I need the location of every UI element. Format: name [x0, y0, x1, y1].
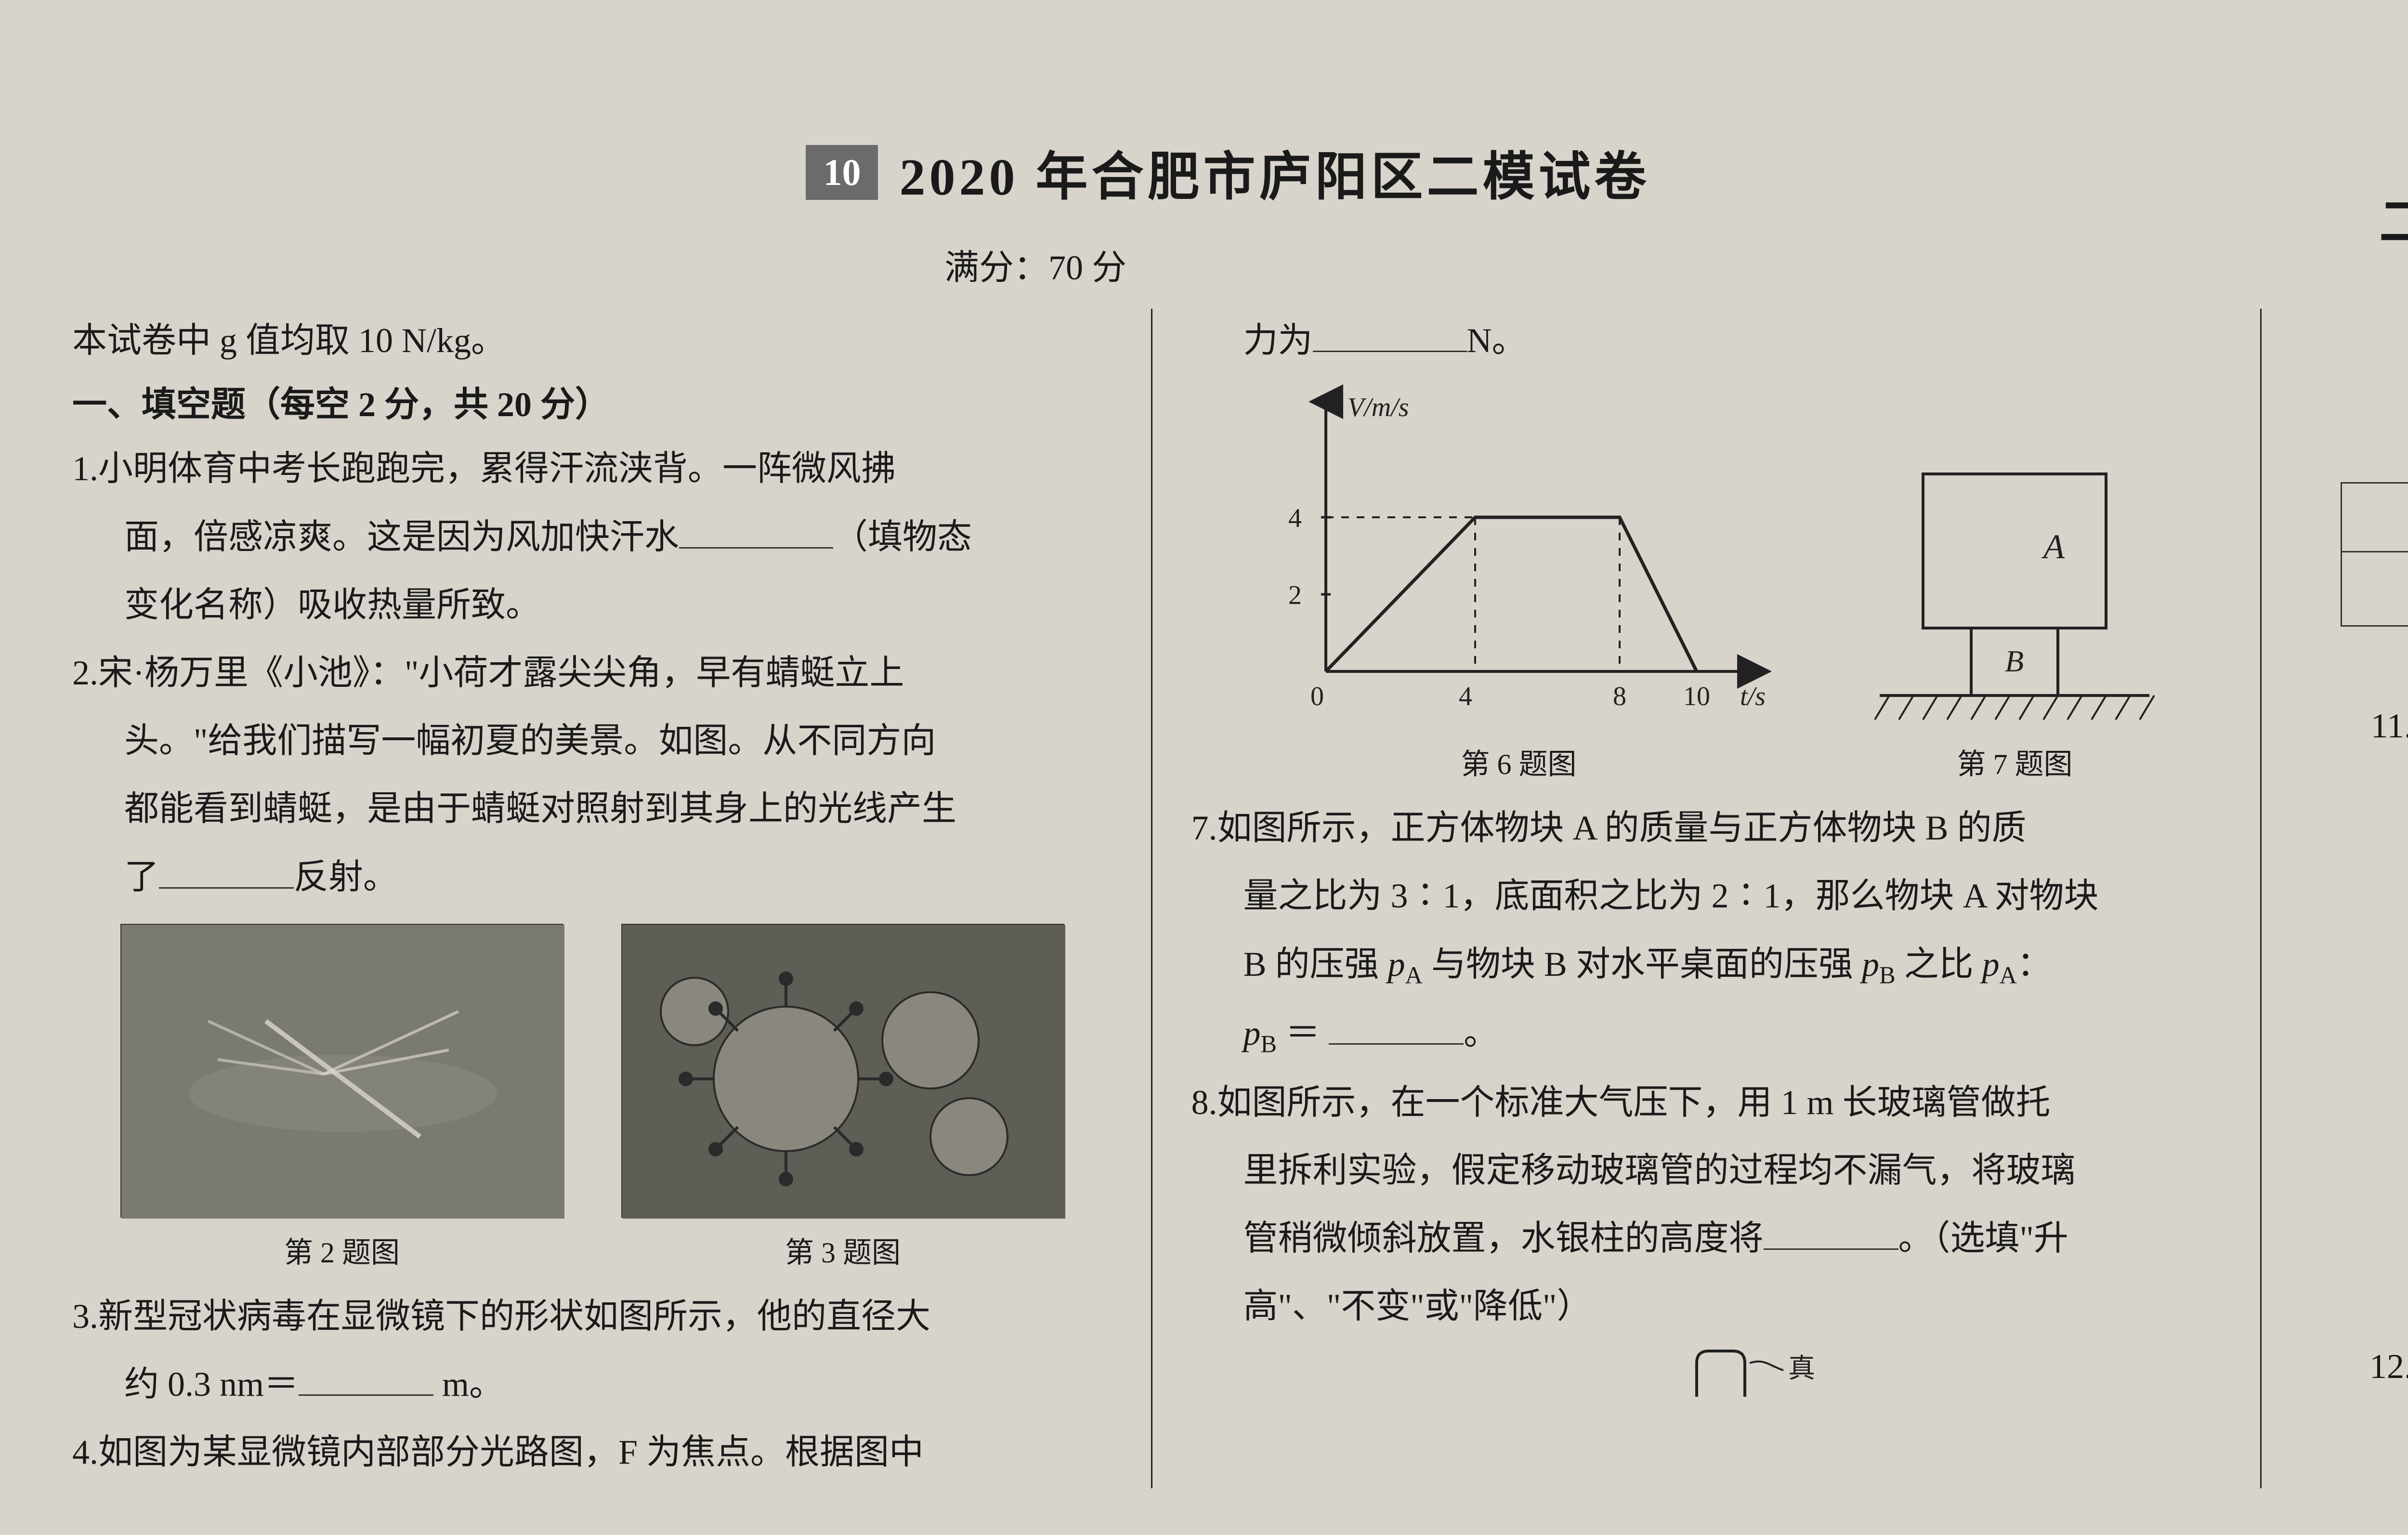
q8-line3: 管稍微倾斜放置，水银柱的高度将 。（选填"升 [1191, 1207, 2250, 1271]
q1-line2: 面，倍感凉爽。这是因为风加快汗水 （填物态 [72, 505, 1112, 569]
q2-line3: 都能看到蜻蜓，是由于蜻蜓对照射到其身上的光线产生 [72, 777, 1112, 841]
q7-line2: 量之比为 3∶1，底面积之比为 2∶1，那么物块 A 对物块 [1191, 864, 2250, 928]
q1-text-c: （填物态 [833, 518, 972, 556]
vacuum-figure-partial: 真 [1191, 1344, 2250, 1417]
q3-text-b: 约 0.3 nm＝ [124, 1365, 299, 1404]
q2-caption: 第 2 题图 [284, 1226, 400, 1280]
section-1-heading: 一、填空题（每空 2 分，共 20 分） [72, 373, 1112, 437]
images-row: 第 2 题图 [120, 924, 1112, 1280]
title-row: 10 2020 年合肥市庐阳区二模试卷 [72, 135, 2384, 210]
q1-text-b: 面，倍感凉爽。这是因为风加快汗水 [124, 518, 679, 556]
q2-line1: 2.宋·杨万里《小池》："小荷才露尖尖角，早有蜻蜓立上 [72, 641, 1112, 705]
q1-blank[interactable] [679, 517, 833, 549]
q8-line4: 高"、"不变"或"降低"） [1191, 1274, 2250, 1338]
q7c-sub-a2: A [2000, 961, 2017, 988]
q7c-sub-a: A [1405, 961, 1423, 988]
svg-text:2: 2 [1288, 580, 1302, 610]
q8-text-d: 。（选填"升 [1898, 1219, 2068, 1258]
q2-line4: 了 反射。 [72, 845, 1112, 909]
q7-caption: 第 7 题图 [1957, 738, 2072, 791]
score-box-partial [2341, 482, 2408, 627]
svg-text:t/s: t/s [1740, 682, 1766, 711]
q8-line1: 8.如图所示，在一个标准大气压下，用 1 m 长玻璃管做托 [1191, 1071, 2250, 1135]
q7c-pb: p [1862, 945, 1879, 984]
q7d-eq: ＝ [1277, 1014, 1329, 1052]
q7d-end: 。 [1464, 1014, 1498, 1052]
q3-blank[interactable] [299, 1364, 433, 1396]
q7-stacked-blocks: A B [1870, 431, 2159, 729]
q12-number: 12. [2369, 1335, 2408, 1399]
q7-line1: 7.如图所示，正方体物块 A 的质量与正方体物块 B 的质 [1191, 796, 2250, 860]
q7-line4: pB ＝ 。 [1191, 1001, 2250, 1067]
force-blank[interactable] [1313, 321, 1467, 352]
q7d-sub-b: B [1260, 1031, 1277, 1058]
force-line: 力为 N。 [1191, 309, 2250, 373]
q3-line1: 3.新型冠状病毒在显微镜下的形状如图所示，他的直径大 [72, 1285, 1112, 1349]
svg-text:10: 10 [1683, 682, 1710, 711]
column-divider [1151, 309, 1152, 1488]
q6-velocity-graph: V/m/s t/s 2 4 0 4 8 10 [1254, 382, 1783, 729]
svg-text:A: A [2042, 527, 2065, 566]
q7-blank[interactable] [1329, 1013, 1464, 1045]
force-text-a: 力为 [1243, 321, 1312, 360]
q3-text-c: m。 [433, 1365, 504, 1404]
q7d-pb: p [1243, 1014, 1260, 1052]
right-column: 力为N。 V/ [1162, 309, 2250, 1488]
svg-text:B: B [2005, 644, 2024, 678]
q4-line1: 4.如图为某显微镜内部部分光路图，F 为焦点。根据图中 [72, 1420, 1112, 1484]
full-score: 满分：70 分 [72, 239, 1999, 289]
extra-column: 二 11. 12. [2271, 309, 2384, 1488]
q3-caption: 第 3 题图 [785, 1226, 901, 1280]
q7c-suffix: 之比 [1896, 945, 1982, 984]
exam-title: 2020 年合肥市庐阳区二模试卷 [899, 135, 1650, 210]
q8-line2: 里拆利实验，假定移动玻璃管的过程均不漏气，将玻璃 [1191, 1139, 2250, 1203]
q2-image-dragonfly [120, 924, 563, 1218]
svg-text:真: 真 [1788, 1354, 1815, 1384]
q2-text-e: 反射。 [294, 858, 398, 896]
q2-text-d: 了 [124, 858, 159, 896]
section-number-badge: 10 [806, 145, 878, 200]
left-column: 本试卷中 g 值均取 10 N/kg。 一、填空题（每空 2 分，共 20 分）… [72, 309, 1141, 1488]
q6-caption: 第 6 题图 [1461, 738, 1576, 791]
q2-blank[interactable] [159, 857, 294, 889]
svg-text:8: 8 [1613, 682, 1626, 711]
intro-line: 本试卷中 g 值均取 10 N/kg。 [72, 309, 1112, 373]
column-divider-2 [2260, 309, 2262, 1488]
svg-text:4: 4 [1459, 682, 1472, 711]
q1-line1: 1.小明体育中考长跑跑完，累得汗流浃背。一阵微风拂 [72, 437, 1112, 501]
q8-text-c: 管稍微倾斜放置，水银柱的高度将 [1243, 1219, 1763, 1258]
svg-text:V/m/s: V/m/s [1348, 393, 1409, 422]
q7c-colon: ： [2017, 945, 2052, 984]
svg-text:4: 4 [1288, 503, 1302, 533]
q7c-pa2: p [1982, 945, 2000, 984]
q7c-mid: 与物块 B 对水平桌面的压强 [1423, 945, 1862, 984]
q7c-pa: p [1388, 945, 1405, 984]
q7c-prefix: B 的压强 [1243, 945, 1387, 984]
figures-row: V/m/s t/s 2 4 0 4 8 10 [1254, 382, 2250, 791]
q7c-sub-b: B [1879, 961, 1896, 988]
q11-number: 11. [2371, 694, 2408, 758]
q2-line2: 头。"给我们描写一幅初夏的美景。如图。从不同方向 [72, 709, 1112, 773]
q3-line2: 约 0.3 nm＝ m。 [72, 1352, 1112, 1417]
q3-image-virus [621, 924, 1064, 1218]
section-two-marker: 二 [2379, 174, 2408, 272]
svg-text:0: 0 [1310, 682, 1324, 711]
q7-line3: B 的压强 pA 与物块 B 对水平桌面的压强 pB 之比 pA： [1191, 932, 2250, 998]
q1-line3: 变化名称）吸收热量所致。 [72, 573, 1112, 637]
q8-blank[interactable] [1764, 1219, 1898, 1250]
force-text-b: N。 [1467, 321, 1527, 360]
